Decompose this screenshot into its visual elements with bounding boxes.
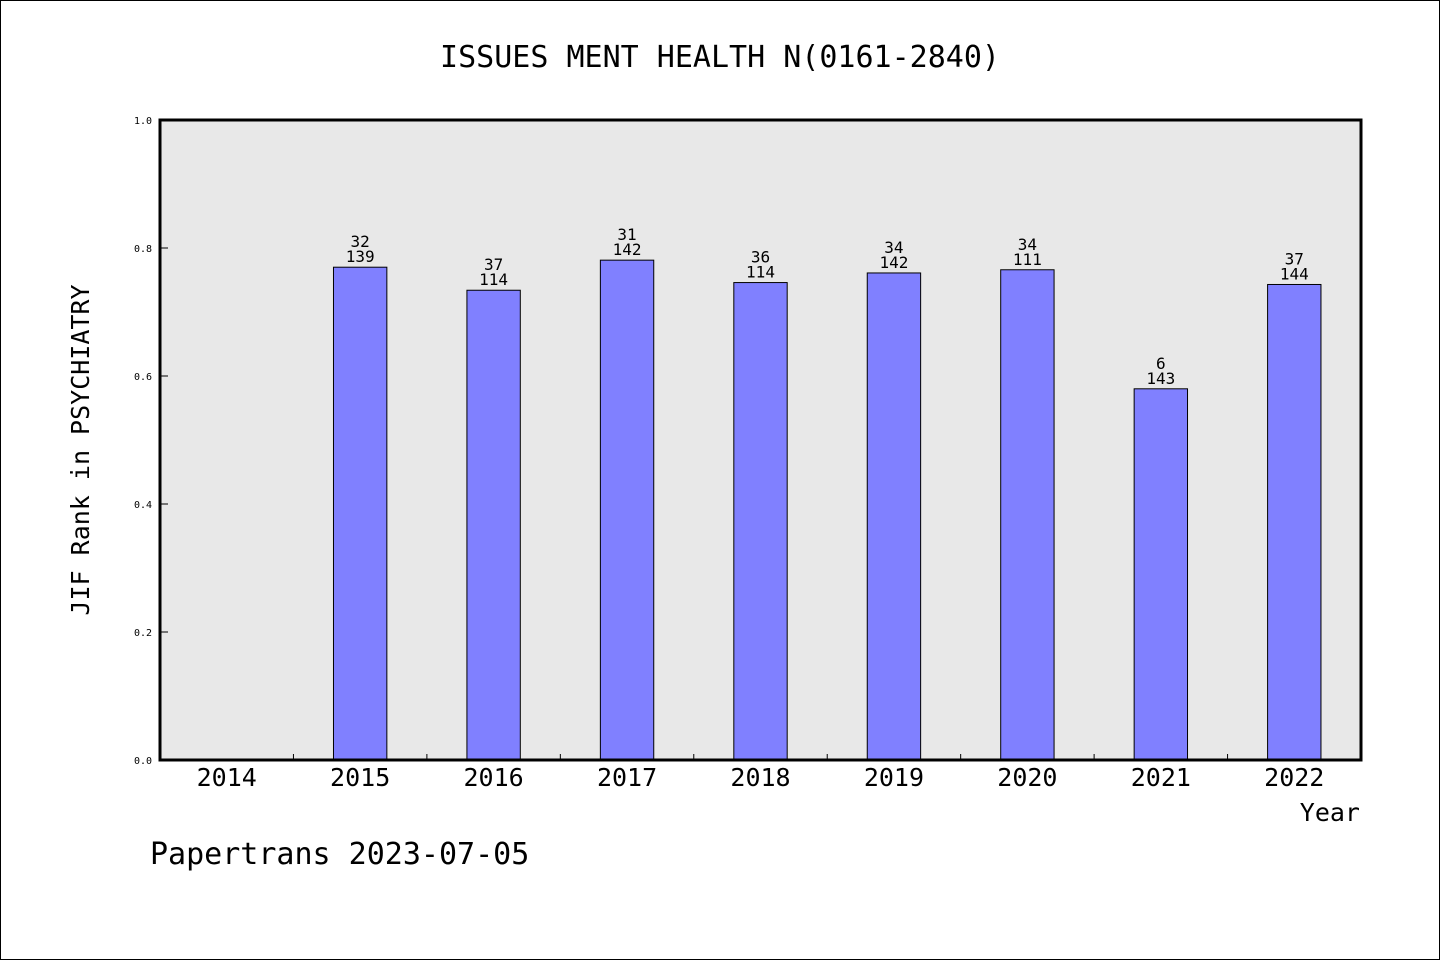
footer-text: Papertrans 2023-07-05 — [150, 837, 529, 872]
y-tick-label: 0.4 — [134, 500, 152, 511]
plot-border — [158, 118, 1363, 762]
bar-label-total: 111 — [1013, 250, 1042, 269]
bar-label-rank: 32 — [351, 232, 370, 251]
x-tick-label: 2022 — [1264, 763, 1324, 792]
bar-label-total: 143 — [1146, 369, 1175, 388]
bar-label-rank: 6 — [1156, 354, 1166, 373]
x-tick-label: 2016 — [464, 763, 524, 792]
bar — [866, 272, 922, 761]
bar-label-rank: 34 — [884, 238, 903, 257]
bar-label-rank: 34 — [1018, 235, 1037, 254]
x-axis: 2014 2015 2016 2017 2018 2019 2020 2021 2022 — [197, 754, 1324, 792]
bar — [466, 289, 521, 761]
y-tick-label: 0.2 — [134, 628, 152, 639]
y-tick-label: 0.6 — [134, 372, 152, 383]
bar — [1267, 283, 1322, 761]
bars-group — [332, 259, 1322, 761]
y-tick-label: 0.8 — [134, 244, 152, 255]
chart-title: ISSUES MENT HEALTH N(0161-2840) — [440, 40, 1000, 75]
y-tick-label: 0.0 — [134, 756, 152, 767]
bar — [733, 282, 788, 761]
bar-label-total: 114 — [746, 263, 775, 282]
bar-label-total: 114 — [479, 270, 508, 289]
bar — [599, 259, 655, 761]
x-tick-label: 2017 — [597, 763, 657, 792]
x-tick-label: 2019 — [864, 763, 924, 792]
bar-label-total: 142 — [613, 240, 642, 259]
bar-label-total: 139 — [346, 247, 375, 266]
bar-label-rank: 31 — [617, 225, 636, 244]
y-axis: 0.0 0.2 0.4 0.6 0.8 1.0 — [134, 116, 168, 767]
y-axis-title: JIF Rank in PSYCHIATRY — [66, 284, 95, 615]
bar — [1133, 388, 1189, 761]
bar-label-rank: 36 — [751, 248, 770, 267]
x-tick-label: 2021 — [1131, 763, 1191, 792]
x-tick-label: 2014 — [197, 763, 257, 792]
bar — [1000, 269, 1055, 761]
x-tick-label: 2020 — [997, 763, 1057, 792]
bar-label-total: 144 — [1280, 264, 1309, 283]
x-tick-label: 2018 — [730, 763, 790, 792]
x-axis-title: Year — [1300, 798, 1360, 827]
x-tick-label: 2015 — [330, 763, 390, 792]
y-tick-label: 1.0 — [134, 116, 152, 127]
bar-label-rank: 37 — [1285, 249, 1304, 268]
bar-label-total: 142 — [879, 253, 908, 272]
bar — [332, 266, 388, 761]
bar-label-rank: 37 — [484, 255, 503, 274]
